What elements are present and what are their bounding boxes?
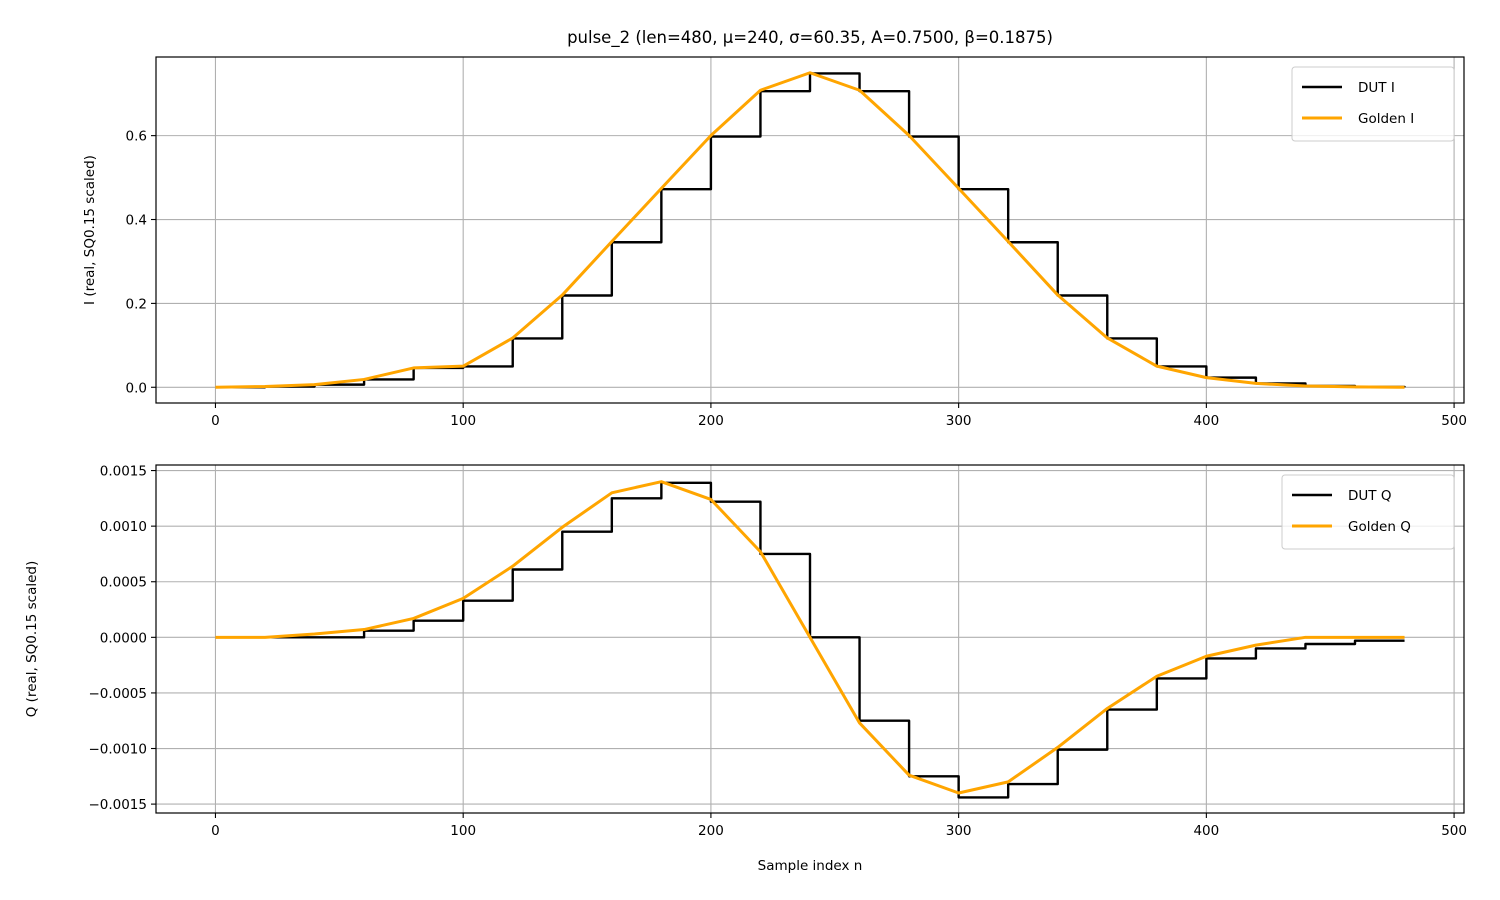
y-tick-label: 0.0015 — [100, 464, 147, 480]
legend: DUT Q Golden Q — [1281, 474, 1455, 550]
x-tick-label: 300 — [946, 823, 972, 839]
y-tick-label: 0.6 — [126, 129, 147, 145]
y-tick-label: 0.0000 — [100, 630, 147, 646]
legend-label: Golden I — [1358, 111, 1414, 127]
legend: DUT I Golden I — [1291, 66, 1455, 142]
y-tick-label: 0.0 — [126, 380, 147, 396]
panel-i: 0 100 200 300 400 500 0.0 0.2 0.4 0.6 I (real, SQ0… — [82, 56, 1467, 429]
x-tick-label: 400 — [1193, 413, 1219, 429]
x-tick-label: 0 — [211, 823, 220, 839]
legend-box — [1291, 66, 1455, 142]
y-tick-label: −0.0005 — [88, 686, 147, 702]
panel-q: 0 100 200 300 400 500 −0.0015 −0.0010 −0.0005 0.0… — [24, 464, 1467, 874]
legend-label: DUT Q — [1348, 488, 1391, 504]
legend-label: DUT I — [1358, 80, 1395, 96]
y-tick-label: 0.2 — [126, 296, 147, 312]
y-tick-label: 0.0005 — [100, 575, 147, 591]
y-axis-label: I (real, SQ0.15 scaled) — [82, 155, 98, 305]
y-tick-label: −0.0015 — [88, 797, 147, 813]
axes-frame — [155, 56, 1465, 404]
x-tick-label: 400 — [1193, 823, 1219, 839]
chart-title: pulse_2 (len=480, μ=240, σ=60.35, A=0.75… — [567, 28, 1053, 48]
legend-box — [1281, 474, 1455, 550]
series-line-dut-q — [215, 481, 1405, 799]
legend-label: Golden Q — [1348, 519, 1411, 535]
y-axis-label: Q (real, SQ0.15 scaled) — [24, 561, 40, 718]
x-tick-label: 100 — [450, 413, 476, 429]
x-tick-label: 0 — [211, 413, 220, 429]
x-axis-label: Sample index n — [758, 858, 863, 874]
x-tick-label: 300 — [946, 413, 972, 429]
y-tick-label: −0.0010 — [88, 742, 147, 758]
x-tick-label: 200 — [698, 413, 724, 429]
axes-frame — [155, 464, 1465, 814]
y-tick-label: 0.0010 — [100, 519, 147, 535]
x-tick-label: 500 — [1441, 413, 1467, 429]
series-line-golden-i — [215, 71, 1405, 389]
y-tick-label: 0.4 — [126, 213, 147, 229]
x-tick-label: 200 — [698, 823, 724, 839]
x-tick-label: 500 — [1441, 823, 1467, 839]
series-line-golden-q — [215, 480, 1405, 795]
x-tick-label: 100 — [450, 823, 476, 839]
